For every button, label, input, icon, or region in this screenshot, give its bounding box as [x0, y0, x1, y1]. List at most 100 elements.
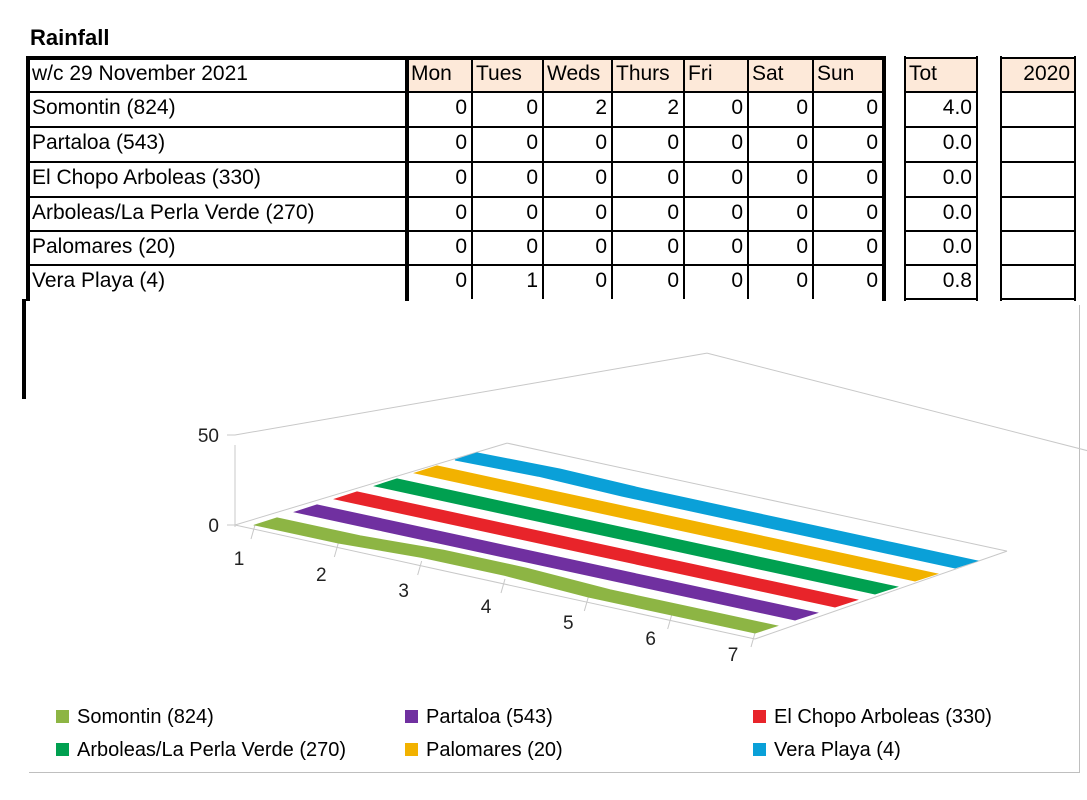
rain-value: 1	[526, 269, 538, 292]
day-header: Mon	[407, 58, 472, 92]
legend-label: Palomares (20)	[426, 739, 563, 761]
x-tick-label: 6	[645, 629, 656, 650]
day-header: Weds	[543, 58, 612, 92]
row-border	[28, 91, 885, 93]
station-name: Palomares (20)	[32, 235, 176, 258]
tot-left-border	[904, 56, 906, 301]
series-ribbon-0	[253, 517, 779, 634]
rain-value: 0	[595, 235, 607, 258]
row-border	[28, 161, 885, 163]
legend-item: Somontin (824)	[56, 705, 214, 729]
rain-value: 0	[595, 269, 607, 292]
row-border	[28, 126, 885, 128]
day-header: Fri	[684, 58, 748, 92]
total-value: 4.0	[942, 96, 972, 119]
legend-swatch	[753, 743, 766, 756]
rain-value: 0	[526, 166, 538, 189]
x-tick-label: 2	[316, 565, 327, 586]
station-name: Partaloa (543)	[32, 131, 166, 154]
day-header: Tues	[472, 58, 543, 92]
rain-value: 0	[866, 131, 878, 154]
table-left-border-ext	[22, 299, 26, 399]
prev-row-border	[1001, 264, 1075, 266]
rain-value: 0	[667, 269, 679, 292]
series-ribbon-5	[454, 452, 979, 569]
prev-row-border	[1001, 230, 1075, 232]
rain-value: 0	[796, 269, 808, 292]
rain-value: 2	[595, 96, 607, 119]
x-tick	[500, 578, 506, 594]
col-border	[471, 58, 473, 299]
rain-value: 0	[866, 235, 878, 258]
rain-value: 0	[595, 201, 607, 224]
rain-value: 0	[667, 166, 679, 189]
legend-label: Arboleas/La Perla Verde (270)	[77, 739, 347, 761]
legend-item: Vera Playa (4)	[753, 738, 901, 762]
y-tick-label: 50	[198, 426, 219, 447]
legend-label: Partaloa (543)	[426, 706, 553, 728]
tot-row-border	[905, 161, 977, 163]
day-header: Sun	[813, 58, 883, 92]
rain-value: 0	[796, 235, 808, 258]
y-tick-label: 0	[208, 516, 219, 537]
prev-row-border	[1001, 161, 1075, 163]
rain-value: 0	[796, 131, 808, 154]
col-border	[747, 58, 749, 299]
station-name: El Chopo Arboleas (330)	[32, 166, 261, 189]
legend-item: El Chopo Arboleas (330)	[753, 705, 992, 729]
rain-value: 0	[667, 201, 679, 224]
rain-value: 0	[595, 131, 607, 154]
table-top-border	[28, 56, 885, 60]
row-border	[28, 196, 885, 198]
total-value: 0.0	[942, 235, 972, 258]
rain-value: 0	[526, 235, 538, 258]
prev-row-border	[1001, 91, 1075, 93]
rain-value: 0	[731, 235, 743, 258]
rain-value: 0	[455, 235, 467, 258]
col-border	[812, 58, 814, 299]
tot-right-border	[976, 56, 978, 301]
series-ribbon-2	[333, 491, 859, 608]
name-col-border	[405, 56, 409, 301]
prev-row-border	[1001, 126, 1075, 128]
station-name: Arboleas/La Perla Verde (270)	[32, 201, 315, 224]
tot-row-border	[905, 91, 977, 93]
gridline-top-right	[706, 352, 1087, 452]
col-border	[683, 58, 685, 299]
legend-label: El Chopo Arboleas (330)	[774, 706, 992, 728]
rain-value: 0	[731, 166, 743, 189]
row-border	[28, 230, 885, 232]
sheet-title: Rainfall	[30, 25, 110, 50]
x-tick-label: 3	[398, 581, 409, 602]
rain-value: 0	[455, 201, 467, 224]
col-border	[611, 58, 613, 299]
total-value: 0.0	[942, 166, 972, 189]
station-name: Somontin (824)	[32, 96, 176, 119]
rain-value: 0	[595, 166, 607, 189]
tot-row-border	[905, 196, 977, 198]
rain-value: 0	[455, 269, 467, 292]
x-tick	[667, 614, 673, 630]
rain-value: 0	[667, 131, 679, 154]
legend-swatch	[56, 710, 69, 723]
x-tick-label: 1	[234, 549, 245, 570]
rain-value: 0	[731, 269, 743, 292]
gridline-floor-right	[506, 442, 1008, 552]
x-tick	[417, 560, 423, 576]
floor-right-edge	[754, 550, 1008, 640]
x-axis-line	[234, 524, 756, 640]
station-name: Vera Playa (4)	[32, 269, 166, 292]
x-tick	[250, 524, 256, 540]
x-tick	[750, 632, 756, 648]
rain-value: 0	[796, 166, 808, 189]
col-border	[542, 58, 544, 299]
prev-row-border	[1001, 196, 1075, 198]
rain-value: 0	[731, 201, 743, 224]
x-tick	[583, 596, 589, 612]
x-tick-label: 5	[563, 613, 574, 634]
x-tick-label: 7	[728, 645, 739, 666]
rain-value: 0	[667, 235, 679, 258]
legend-item: Partaloa (543)	[405, 705, 553, 729]
legend-label: Vera Playa (4)	[774, 739, 901, 761]
